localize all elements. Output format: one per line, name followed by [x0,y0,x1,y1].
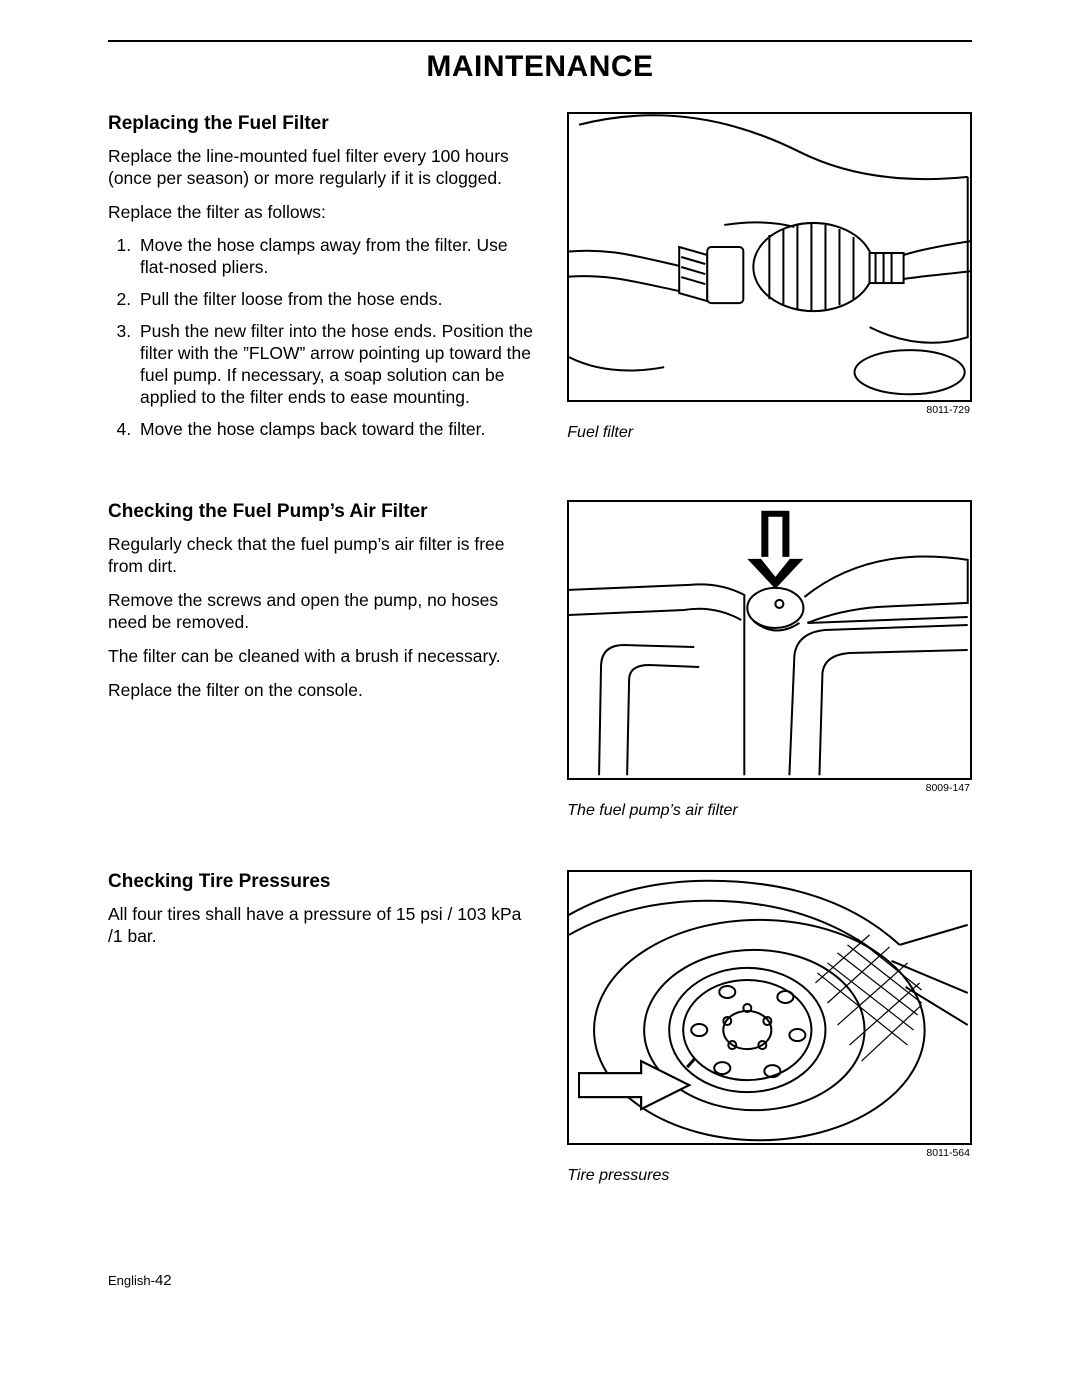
section2-p1: Regularly check that the fuel pump’s air… [108,534,537,578]
section1-heading: Replacing the Fuel Filter [108,112,537,136]
section2-text: Checking the Fuel Pump’s Air Filter Regu… [108,500,557,820]
step-1: Move the hose clamps away from the filte… [136,235,537,279]
section1-intro: Replace the line-mounted fuel filter eve… [108,146,537,190]
figure-pump-air-filter: 8009-147 [567,500,972,780]
fuel-filter-illustration [569,114,970,400]
tire-pressure-illustration [569,872,970,1143]
figure3-caption: Tire pressures [567,1167,972,1185]
figure-fuel-filter: 8011-729 [567,112,972,402]
section2-figure-col: 8009-147 The fuel pump’s air filter [557,500,972,820]
section3-heading: Checking Tire Pressures [108,870,537,894]
step-3: Push the new filter into the hose ends. … [136,321,537,409]
footer-page-num: 42 [155,1272,172,1289]
section2-p4: Replace the filter on the console. [108,680,537,702]
step-2: Pull the filter loose from the hose ends… [136,289,537,311]
section1-figure-col: 8011-729 Fuel filter [557,112,972,450]
step-4: Move the hose clamps back toward the fil… [136,419,537,441]
section3-figure-col: 8011-564 Tire pressures [557,870,972,1185]
figure3-id: 8011-564 [926,1147,970,1159]
figure1-caption: Fuel filter [567,424,972,442]
pump-air-filter-illustration [569,502,970,778]
figure1-id: 8011-729 [926,404,970,416]
page: MAINTENANCE Replacing the Fuel Filter Re… [0,0,1080,1315]
section-fuel-filter: Replacing the Fuel Filter Replace the li… [108,112,972,450]
figure-tire-pressure: 8011-564 [567,870,972,1145]
figure2-caption: The fuel pump’s air filter [567,802,972,820]
section2-p3: The filter can be cleaned with a brush i… [108,646,537,668]
section-tire-pressure: Checking Tire Pressures All four tires s… [108,870,972,1185]
section2-heading: Checking the Fuel Pump’s Air Filter [108,500,537,524]
figure2-id: 8009-147 [926,782,970,794]
page-footer: English-42 [108,1272,172,1289]
section1-lead: Replace the filter as follows: [108,202,537,224]
section1-text: Replacing the Fuel Filter Replace the li… [108,112,557,450]
footer-lang: English- [108,1273,155,1288]
section3-text: Checking Tire Pressures All four tires s… [108,870,557,1185]
section1-steps: Move the hose clamps away from the filte… [108,235,537,440]
section3-p1: All four tires shall have a pressure of … [108,904,537,948]
section2-p2: Remove the screws and open the pump, no … [108,590,537,634]
page-title: MAINTENANCE [108,50,972,84]
top-rule [108,40,972,42]
section-pump-air-filter: Checking the Fuel Pump’s Air Filter Regu… [108,500,972,820]
